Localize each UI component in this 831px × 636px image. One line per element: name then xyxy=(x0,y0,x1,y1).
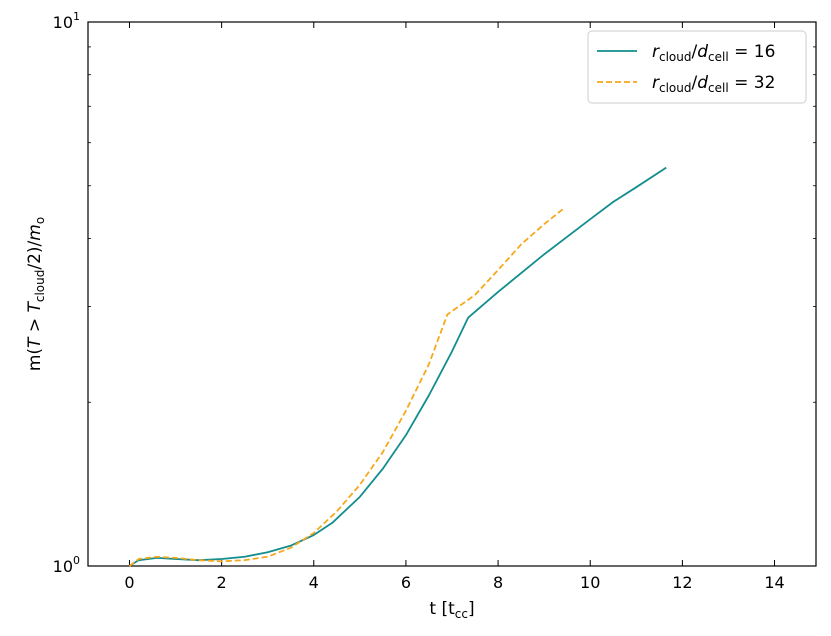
x-tick-label-4: 8 xyxy=(493,573,503,592)
x-tick-label-1: 2 xyxy=(217,573,227,592)
legend-label-1: rcloud/dcell = 16 xyxy=(652,42,775,64)
series-layer xyxy=(128,166,667,567)
x-axis-label-sub: cc xyxy=(455,607,468,621)
x-axis-label-var: t xyxy=(448,599,455,619)
legend: rcloud/dcell = 16 rcloud/dcell = 32 xyxy=(587,30,807,104)
legend-entry-2: rcloud/dcell = 32 xyxy=(597,73,775,95)
x-tick-label-7: 14 xyxy=(764,573,784,592)
y-axis-label: m(T > Tcloud/2)/mo xyxy=(25,217,47,371)
x-tick-label-6: 12 xyxy=(672,573,692,592)
x-tick-label-2: 4 xyxy=(309,573,319,592)
y-tick-label-0: 100 xyxy=(53,554,80,576)
series-line-1 xyxy=(128,166,667,567)
legend-entry-1: rcloud/dcell = 16 xyxy=(597,42,775,64)
y-tick-label-1: 101 xyxy=(53,10,80,32)
legend-label-2: rcloud/dcell = 32 xyxy=(652,73,775,95)
x-tick-label-5: 10 xyxy=(580,573,600,592)
x-tick-label-0: 0 xyxy=(124,573,134,592)
series-line-2 xyxy=(128,206,566,567)
x-tick-label-3: 6 xyxy=(401,573,411,592)
x-axis-label: t [tcc] xyxy=(429,599,474,621)
plot-frame xyxy=(87,21,817,567)
ticks: 0 2 4 6 8 10 12 14 100 101 xyxy=(53,10,816,592)
legend-box xyxy=(587,30,807,104)
